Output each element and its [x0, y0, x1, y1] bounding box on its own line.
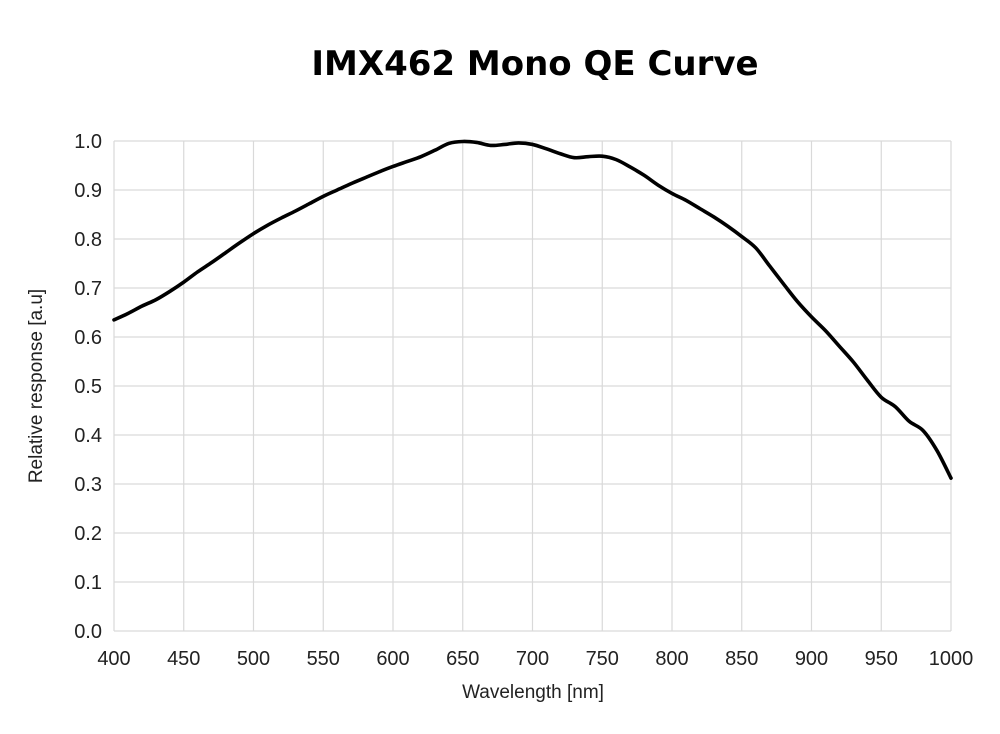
x-tick-label: 650 [446, 648, 479, 670]
x-tick-label: 850 [725, 648, 758, 670]
x-tick-label: 450 [167, 648, 200, 670]
x-tick-label: 600 [376, 648, 409, 670]
chart-title: IMX462 Mono QE Curve [311, 44, 759, 84]
y-axis-label: Relative response [a.u] [26, 289, 47, 483]
x-tick-label: 800 [655, 648, 688, 670]
qe-series-line [112, 139, 953, 480]
x-tick-label: 900 [795, 648, 828, 670]
y-tick-label: 1.0 [74, 131, 102, 153]
x-tick-label: 1000 [929, 648, 974, 670]
x-tick-label: 500 [237, 648, 270, 670]
grid [113, 140, 952, 632]
x-tick-label: 700 [516, 648, 549, 670]
tick-labels: 400 450 500 550 600 650 700 750 800 850 900 950 1000… [74, 131, 973, 670]
series-layer [112, 139, 953, 480]
x-axis-label: Wavelength [nm] [462, 682, 604, 703]
x-tick-label: 400 [97, 648, 130, 670]
x-tick-label: 750 [586, 648, 619, 670]
x-tick-label: 950 [865, 648, 898, 670]
y-tick-label: 0.6 [74, 327, 102, 349]
x-tick-label: 550 [307, 648, 340, 670]
y-tick-label: 0.0 [74, 621, 102, 643]
y-tick-label: 0.4 [74, 425, 102, 447]
y-tick-label: 0.7 [74, 278, 102, 300]
y-tick-label: 0.2 [74, 523, 102, 545]
y-tick-label: 0.8 [74, 229, 102, 251]
y-tick-label: 0.1 [74, 572, 102, 594]
y-tick-label: 0.5 [74, 376, 102, 398]
y-tick-label: 0.9 [74, 180, 102, 202]
y-tick-label: 0.3 [74, 474, 102, 496]
